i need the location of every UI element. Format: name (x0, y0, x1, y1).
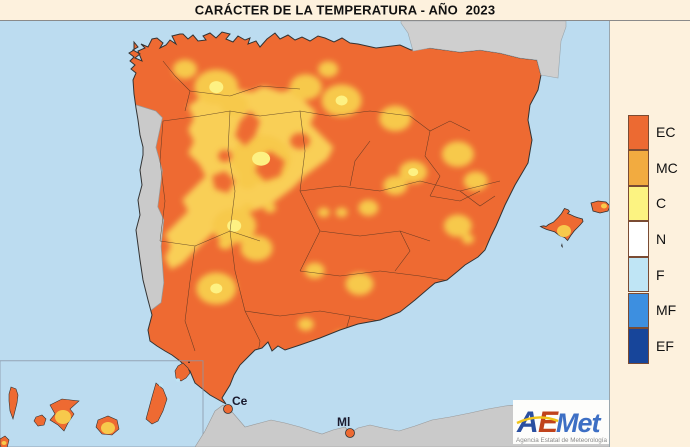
svg-text:Met: Met (556, 408, 602, 438)
svg-text:Ml: Ml (337, 415, 350, 429)
svg-text:Agencia Estatal de Meteorologí: Agencia Estatal de Meteorología (516, 437, 608, 444)
svg-text:Ce: Ce (232, 394, 248, 408)
